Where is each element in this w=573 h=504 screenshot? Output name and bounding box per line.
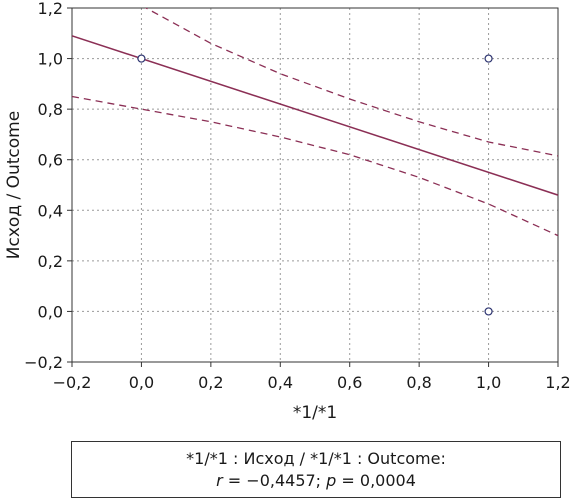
x-tick-label: 0,6 <box>337 373 362 392</box>
statistics-caption: *1/*1 : Исход / *1/*1 : Outcome: r = −0,… <box>71 441 561 498</box>
y-tick-label: 0,8 <box>38 100 63 119</box>
y-tick-label: 1,0 <box>38 50 63 69</box>
x-tick-label: 0,2 <box>198 373 223 392</box>
grid-lines <box>72 8 558 362</box>
caption-title: *1/*1 : Исход / *1/*1 : Outcome: <box>186 448 446 468</box>
x-tick-label: −0,2 <box>53 373 92 392</box>
scatter-chart: −0,2 0,0 0,2 0,4 0,6 0,8 1,0 1,2 −0,2 0,0 0,2 0,4 0… <box>4 0 571 423</box>
x-axis-label: *1/*1 <box>293 403 337 423</box>
y-tick-label: −0,2 <box>24 353 63 372</box>
x-tick-label: 0,0 <box>129 373 154 392</box>
data-point <box>484 54 493 63</box>
data-point <box>137 54 146 63</box>
caption-stats: r = −0,4457; p = 0,0004 <box>216 470 416 492</box>
x-tick-label: 1,0 <box>476 373 501 392</box>
plot-frame <box>71 7 559 363</box>
data-point <box>484 307 493 316</box>
y-tick-label: 0,4 <box>38 201 63 220</box>
y-tick-label: 0,2 <box>38 252 63 271</box>
y-tick-label: 0,0 <box>38 302 63 321</box>
data-points <box>137 54 493 316</box>
p-symbol: p <box>326 470 337 490</box>
fit-curves <box>72 8 558 237</box>
y-tick-label: 0,6 <box>38 151 63 170</box>
y-tick-label: 1,2 <box>38 0 63 18</box>
r-symbol: r <box>216 470 223 490</box>
x-tick-label: 0,4 <box>268 373 293 392</box>
r-value: = −0,4457; <box>222 470 327 490</box>
y-axis-ticks: −0,2 0,0 0,2 0,4 0,6 0,8 1,0 1,2 <box>24 0 72 372</box>
x-tick-label: 1,2 <box>545 373 570 392</box>
upper-confidence-curve <box>144 8 558 157</box>
lower-confidence-curve <box>72 95 558 237</box>
p-value: = 0,0004 <box>336 470 416 490</box>
x-axis-ticks: −0,2 0,0 0,2 0,4 0,6 0,8 1,0 1,2 <box>53 362 571 392</box>
x-tick-label: 0,8 <box>406 373 431 392</box>
regression-line <box>72 35 558 196</box>
y-axis-label: Исход / Outcome <box>4 111 24 259</box>
